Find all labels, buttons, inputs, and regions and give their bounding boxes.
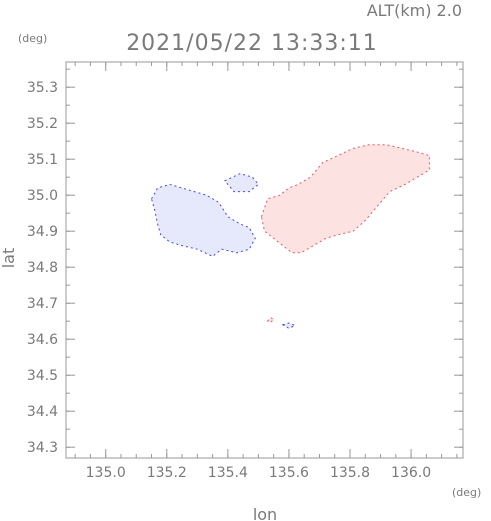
region-positive-3 (266, 316, 275, 323)
y-tick-label: 35.1 (27, 152, 58, 168)
region-negative-1 (223, 173, 260, 193)
region-negative-4 (281, 322, 297, 329)
region-negative-0 (150, 183, 256, 257)
y-tick-label: 34.9 (27, 224, 58, 240)
axis-ticks: 135.0 135.2 135.4 135.6 135.8 136.0 34.3 34.4 34… (27, 62, 463, 481)
plot-frame (65, 61, 464, 459)
x-axis-title: lon (253, 505, 277, 521)
altitude-label: ALT(km) 2.0 (367, 1, 462, 20)
y-tick-label: 35.3 (27, 80, 58, 96)
y-tick-label: 35.2 (27, 116, 58, 132)
x-tick-label: 135.8 (330, 465, 370, 481)
x-tick-label: 136.0 (391, 465, 431, 481)
y-tick-label: 34.5 (27, 368, 58, 384)
y-tick-label: 34.8 (27, 260, 58, 276)
x-unit-label: (deg) (452, 486, 481, 499)
y-tick-label: 34.3 (27, 440, 58, 456)
y-axis-title: lat (0, 248, 18, 269)
y-tick-label: 34.4 (27, 404, 58, 420)
y-tick-label: 34.6 (27, 332, 58, 348)
x-tick-label: 135.4 (208, 465, 248, 481)
x-tick-label: 135.0 (86, 465, 126, 481)
field-regions (150, 144, 430, 329)
timestamp-title: 2021/05/22 13:33:11 (126, 31, 378, 56)
region-positive-2 (260, 144, 430, 254)
y-tick-label: 34.7 (27, 296, 58, 312)
x-tick-label: 135.6 (269, 465, 309, 481)
y-unit-label: (deg) (18, 32, 47, 45)
y-tick-label: 35.0 (27, 188, 58, 204)
x-tick-label: 135.2 (147, 465, 187, 481)
